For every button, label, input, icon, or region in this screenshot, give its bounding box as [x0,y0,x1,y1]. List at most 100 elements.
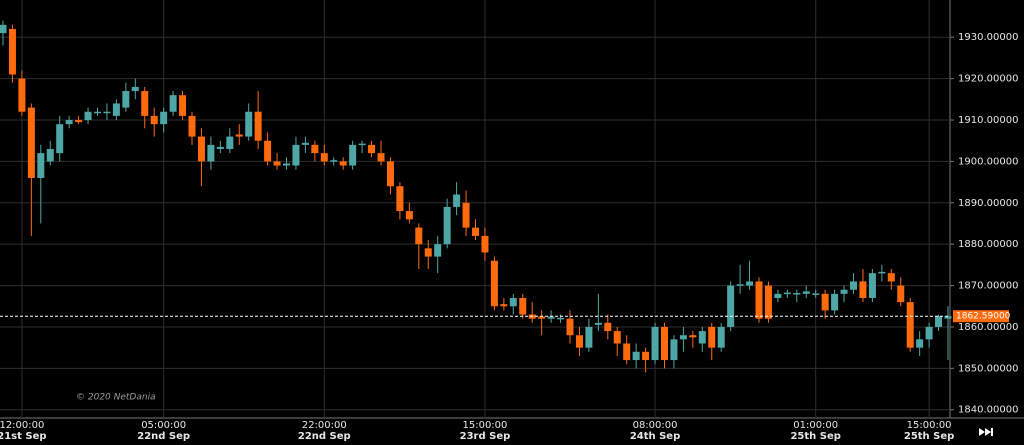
candle-body [434,244,442,257]
x-tick-label: 05:00:00 [141,420,186,431]
candle-body [377,153,385,162]
candle-body [226,136,234,149]
candle-body [812,293,820,295]
candle-body [197,136,205,162]
candle-body [868,273,876,298]
candle-body [273,161,281,166]
candle-body [122,91,130,108]
candle-body [509,297,517,307]
x-tick-date: 22nd Sep [298,431,351,442]
candle-body [235,134,243,137]
y-tick-label: 1910.00000 [958,115,1018,126]
y-tick-label: 1870.00000 [958,281,1018,292]
candle-body [661,326,668,361]
candle-body [103,111,111,114]
candle-body [330,160,338,162]
candle-body [717,326,725,348]
candle-body [481,235,489,253]
candle-body [396,186,404,212]
candle-body [358,143,366,146]
candle-body [405,211,413,220]
x-tick-label: 12:00:00 [0,420,44,431]
candle-body [850,281,857,290]
candle-body [65,120,73,125]
candle-body [386,161,394,187]
candle-body [925,326,933,340]
skip-to-end-button[interactable] [972,424,998,440]
candle-body [188,115,196,137]
candle-body [689,335,697,338]
candle-body [557,317,565,320]
candle-body [679,335,687,340]
x-tick-date: 23rd Sep [460,431,511,442]
candle-body [320,153,328,162]
y-tick-label: 1900.00000 [958,156,1018,167]
candle-body [27,107,35,178]
x-tick-label: 08:00:00 [633,420,678,431]
candle-body [519,297,527,315]
candle-body [141,91,149,116]
candle-body [897,285,905,303]
candle-body [112,103,120,116]
candle-body [613,331,621,344]
candle-body [500,304,508,307]
candle-body [37,153,45,178]
candle-body [301,142,309,145]
x-tick-date: 25th Sep [790,431,840,442]
candle-body [179,95,187,116]
candle-body [415,227,423,245]
candle-body [698,331,706,344]
x-tick-label: 01:00:00 [793,420,838,431]
current-price-label: 1862.59000 [956,312,1011,322]
candle-body [575,335,583,348]
grid [0,0,950,418]
watermark: © 2020 NetDania [76,393,156,403]
candle-body [935,316,943,327]
candle-body [944,316,952,319]
candle-body [150,115,158,125]
candle-body [802,291,810,294]
x-tick-date: 22nd Sep [137,431,190,442]
candle-body [538,316,546,319]
candle-body [292,144,300,166]
candle-body [443,206,451,245]
candle-body [878,271,886,274]
candle-body [755,281,763,319]
candle-body [916,339,924,348]
y-tick-label: 1880.00000 [958,239,1018,250]
candle-body [727,285,735,327]
candle-body [887,273,895,282]
candle-body [783,292,791,295]
candle-body [821,293,829,311]
y-tick-label: 1920.00000 [958,74,1018,85]
candle-body [18,78,26,112]
candle-body [746,281,754,286]
candle-body [472,227,479,236]
candle-body [207,144,215,162]
y-tick-label: 1890.00000 [958,198,1018,209]
candle-body [56,124,64,154]
candle-body [670,339,678,361]
candle-body [283,163,290,166]
x-tick-date: 21st Sep [0,431,47,442]
candle-body [566,318,574,336]
candle-body [8,28,16,75]
candle-body [245,111,253,137]
candle-body [160,111,168,125]
candle-body [585,326,593,348]
candle-body [339,161,347,166]
candle-body [547,316,555,319]
candle-body [651,326,659,361]
x-tick-date: 24th Sep [630,431,680,442]
candle-body [424,248,432,257]
candle-body [84,111,92,121]
candle-body [642,351,650,361]
candle-body [264,140,272,162]
candle-body [75,120,83,123]
candle-body [774,293,782,298]
candle-body [490,260,498,307]
x-tick-date: 25th Sep [904,431,954,442]
candle-body [462,202,470,228]
